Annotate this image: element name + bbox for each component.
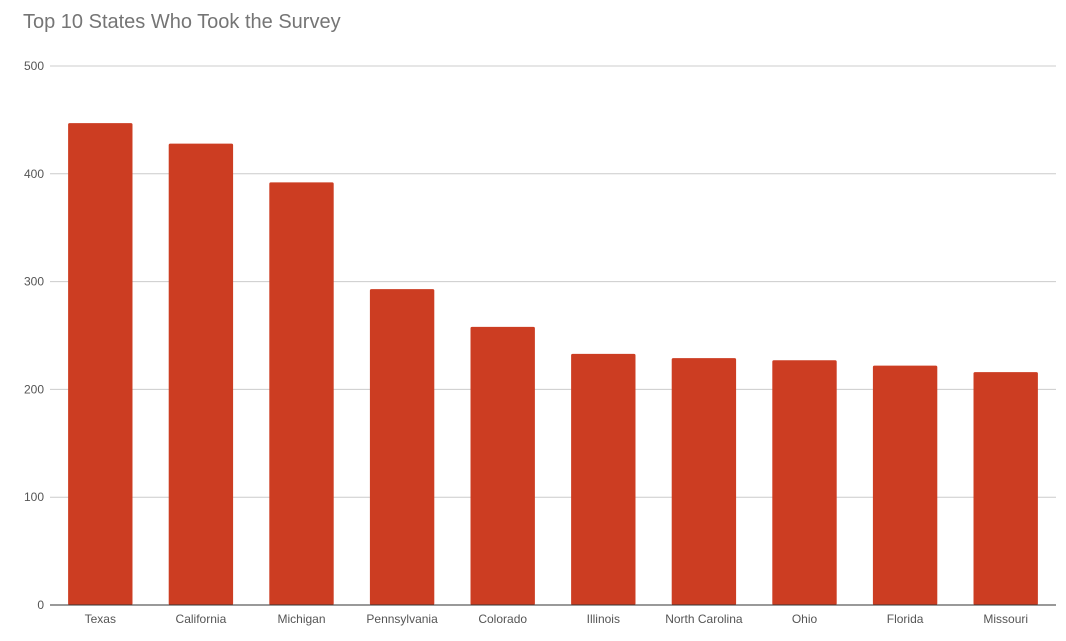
- bar-ohio: [772, 360, 837, 605]
- y-axis-ticks: 0 100 200 300 400 500: [24, 59, 44, 612]
- x-tick-label: Texas: [85, 612, 116, 626]
- y-tick-label: 400: [24, 167, 44, 181]
- bar-michigan: [269, 182, 334, 605]
- bar-california: [168, 143, 234, 605]
- y-tick-label: 0: [37, 598, 44, 612]
- bars: [68, 123, 1038, 605]
- x-tick-label: Missouri: [983, 612, 1028, 626]
- bar-pennsylvania: [369, 289, 435, 605]
- y-tick-label: 500: [24, 59, 44, 73]
- x-tick-label: Colorado: [478, 612, 527, 626]
- bar-missouri: [973, 372, 1038, 605]
- bar-north-carolina: [671, 358, 737, 605]
- x-tick-label: Illinois: [587, 612, 620, 626]
- bar-florida: [872, 365, 938, 605]
- x-tick-label: North Carolina: [665, 612, 743, 626]
- bar-illinois: [571, 353, 636, 605]
- x-tick-label: California: [176, 612, 227, 626]
- y-tick-label: 200: [24, 382, 44, 396]
- x-tick-label: Pennsylvania: [366, 612, 438, 626]
- x-tick-label: Michigan: [277, 612, 325, 626]
- x-tick-label: Florida: [887, 612, 924, 626]
- bar-texas: [68, 123, 133, 605]
- bar-colorado: [470, 326, 535, 605]
- x-axis-ticks: Texas California Michigan Pennsylvania Color…: [85, 612, 1028, 626]
- y-tick-label: 100: [24, 490, 44, 504]
- chart-title: Top 10 States Who Took the Survey: [23, 11, 341, 33]
- y-tick-label: 300: [24, 275, 44, 289]
- x-tick-label: Ohio: [792, 612, 818, 626]
